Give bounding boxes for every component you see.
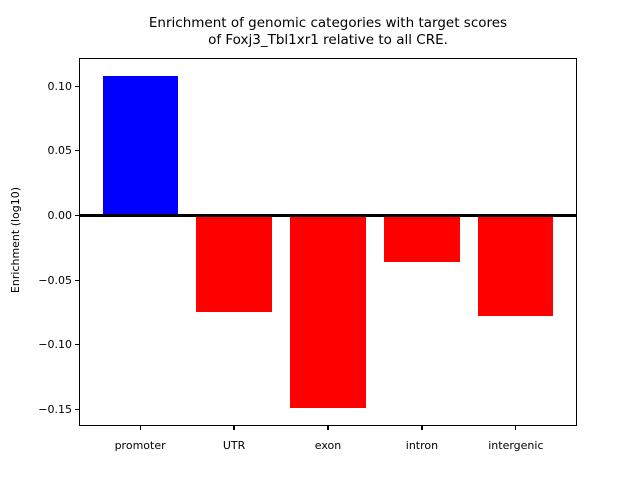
y-tick-label: 0.00 xyxy=(47,208,73,222)
x-tick-label-promoter: promoter xyxy=(114,439,166,452)
y-tick-label: −0.15 xyxy=(38,402,72,416)
x-tick-label-exon: exon xyxy=(314,439,342,452)
x-tick-label-intron: intron xyxy=(405,439,439,452)
chart-title: Enrichment of genomic categories with ta… xyxy=(79,15,577,48)
y-tick-label: 0.05 xyxy=(47,144,73,158)
y-tick-mark xyxy=(75,85,79,87)
y-tick-mark xyxy=(75,344,79,346)
bar-promoter xyxy=(102,75,178,216)
y-tick-label: 0.10 xyxy=(47,79,73,93)
x-tick-label-UTR: UTR xyxy=(222,439,246,452)
plot-area xyxy=(79,58,577,426)
bar-exon xyxy=(290,215,366,409)
y-tick-label: −0.05 xyxy=(38,273,72,287)
x-tick-mark xyxy=(327,426,329,430)
bar-intergenic xyxy=(478,215,554,317)
bar-UTR xyxy=(196,215,272,313)
x-tick-mark xyxy=(421,426,423,430)
x-tick-mark xyxy=(233,426,235,430)
chart-title-line2: of Foxj3_Tbl1xr1 relative to all CRE. xyxy=(208,31,448,48)
x-tick-label-intergenic: intergenic xyxy=(488,439,544,452)
chart-title-line1: Enrichment of genomic categories with ta… xyxy=(148,15,508,31)
y-tick-mark xyxy=(75,279,79,281)
bar-intron xyxy=(384,215,460,263)
x-tick-mark xyxy=(139,426,141,430)
y-tick-mark xyxy=(75,214,79,217)
x-tick-mark xyxy=(515,426,517,430)
zero-line xyxy=(80,213,576,218)
y-tick-mark xyxy=(75,150,79,152)
y-tick-label: −0.10 xyxy=(38,338,72,352)
y-tick-mark xyxy=(75,408,79,411)
